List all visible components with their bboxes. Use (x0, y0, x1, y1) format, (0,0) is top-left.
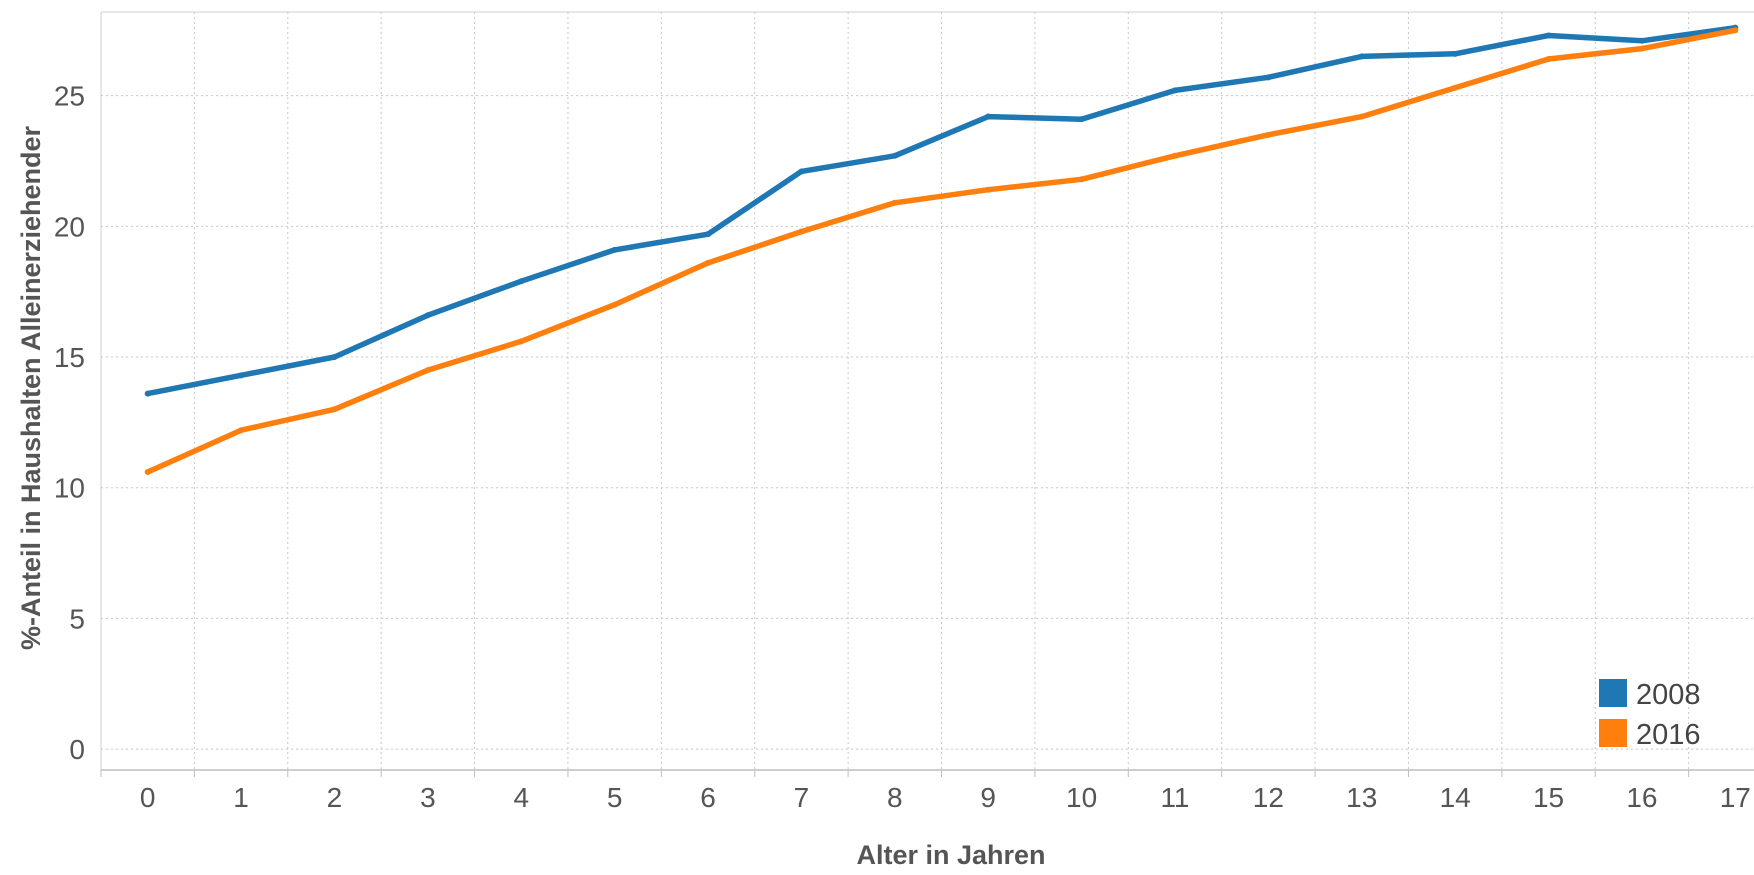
x-tick-label: 10 (1066, 782, 1097, 813)
data-point-2016 (891, 199, 898, 206)
data-point-2008 (985, 113, 992, 120)
data-point-2016 (1732, 27, 1739, 34)
data-point-2008 (1638, 37, 1645, 44)
x-tick-label: 11 (1160, 782, 1189, 813)
data-point-2016 (985, 186, 992, 193)
y-tick-label: 5 (69, 603, 85, 634)
x-tick-label: 6 (700, 782, 716, 813)
axes (100, 11, 1754, 777)
data-point-2008 (144, 390, 151, 397)
data-point-2016 (611, 301, 618, 308)
data-point-2008 (424, 312, 431, 319)
x-tick-label: 0 (140, 782, 156, 813)
data-point-2016 (424, 367, 431, 374)
data-point-2008 (611, 246, 618, 253)
x-tick-label: 8 (887, 782, 903, 813)
data-point-2008 (1545, 32, 1552, 39)
data-point-2016 (1545, 56, 1552, 63)
legend: 2008 2016 (1599, 679, 1701, 751)
data-point-2008 (891, 152, 898, 159)
data-point-2008 (331, 354, 338, 361)
data-point-2008 (1265, 74, 1272, 81)
data-point-2008 (705, 231, 712, 238)
data-point-2016 (144, 469, 151, 476)
data-point-2016 (705, 259, 712, 266)
data-point-2008 (798, 168, 805, 175)
x-axis-title: Alter in Jahren (856, 840, 1045, 870)
data-point-2008 (238, 372, 245, 379)
y-tick-label: 0 (69, 734, 85, 765)
x-tick-label: 16 (1626, 782, 1657, 813)
x-tick-label: 4 (513, 782, 529, 813)
series-line-2008 (144, 24, 1739, 397)
x-tick-label: 3 (420, 782, 436, 813)
data-point-2016 (1358, 113, 1365, 120)
x-tick-label: 14 (1440, 782, 1471, 813)
series-lines (144, 24, 1739, 476)
x-tick-label: 17 (1720, 782, 1751, 813)
x-tick-label: 13 (1346, 782, 1377, 813)
y-tick-label: 15 (54, 342, 85, 373)
data-point-2008 (1171, 87, 1178, 94)
legend-swatch-2008 (1599, 679, 1627, 707)
x-tick-label: 9 (980, 782, 996, 813)
data-point-2016 (1638, 45, 1645, 52)
y-axis-title: %-Anteil in Haushalten Alleinerziehender (16, 125, 46, 650)
x-tick-label: 1 (233, 782, 249, 813)
data-point-2016 (1171, 152, 1178, 159)
data-point-2008 (518, 278, 525, 285)
data-point-2008 (1452, 50, 1459, 57)
x-tick-label: 2 (327, 782, 343, 813)
data-point-2016 (798, 228, 805, 235)
data-point-2016 (1452, 84, 1459, 91)
data-point-2008 (1078, 116, 1085, 123)
gridlines (101, 12, 1754, 770)
data-point-2008 (1358, 53, 1365, 60)
legend-swatch-2016 (1599, 719, 1627, 747)
data-point-2016 (1078, 176, 1085, 183)
x-tick-label: 5 (607, 782, 623, 813)
x-tick-label: 12 (1253, 782, 1284, 813)
data-point-2016 (518, 338, 525, 345)
series-line-2016 (144, 27, 1739, 475)
y-tick-label: 25 (54, 81, 85, 112)
x-tick-label: 7 (794, 782, 810, 813)
data-point-2016 (331, 406, 338, 413)
legend-label-2016: 2016 (1636, 719, 1701, 751)
y-tick-label: 10 (54, 473, 85, 504)
legend-label-2008: 2008 (1636, 679, 1701, 711)
data-point-2016 (1265, 131, 1272, 138)
x-tick-label: 15 (1533, 782, 1564, 813)
data-point-2016 (238, 427, 245, 434)
y-tick-label: 20 (54, 211, 85, 242)
